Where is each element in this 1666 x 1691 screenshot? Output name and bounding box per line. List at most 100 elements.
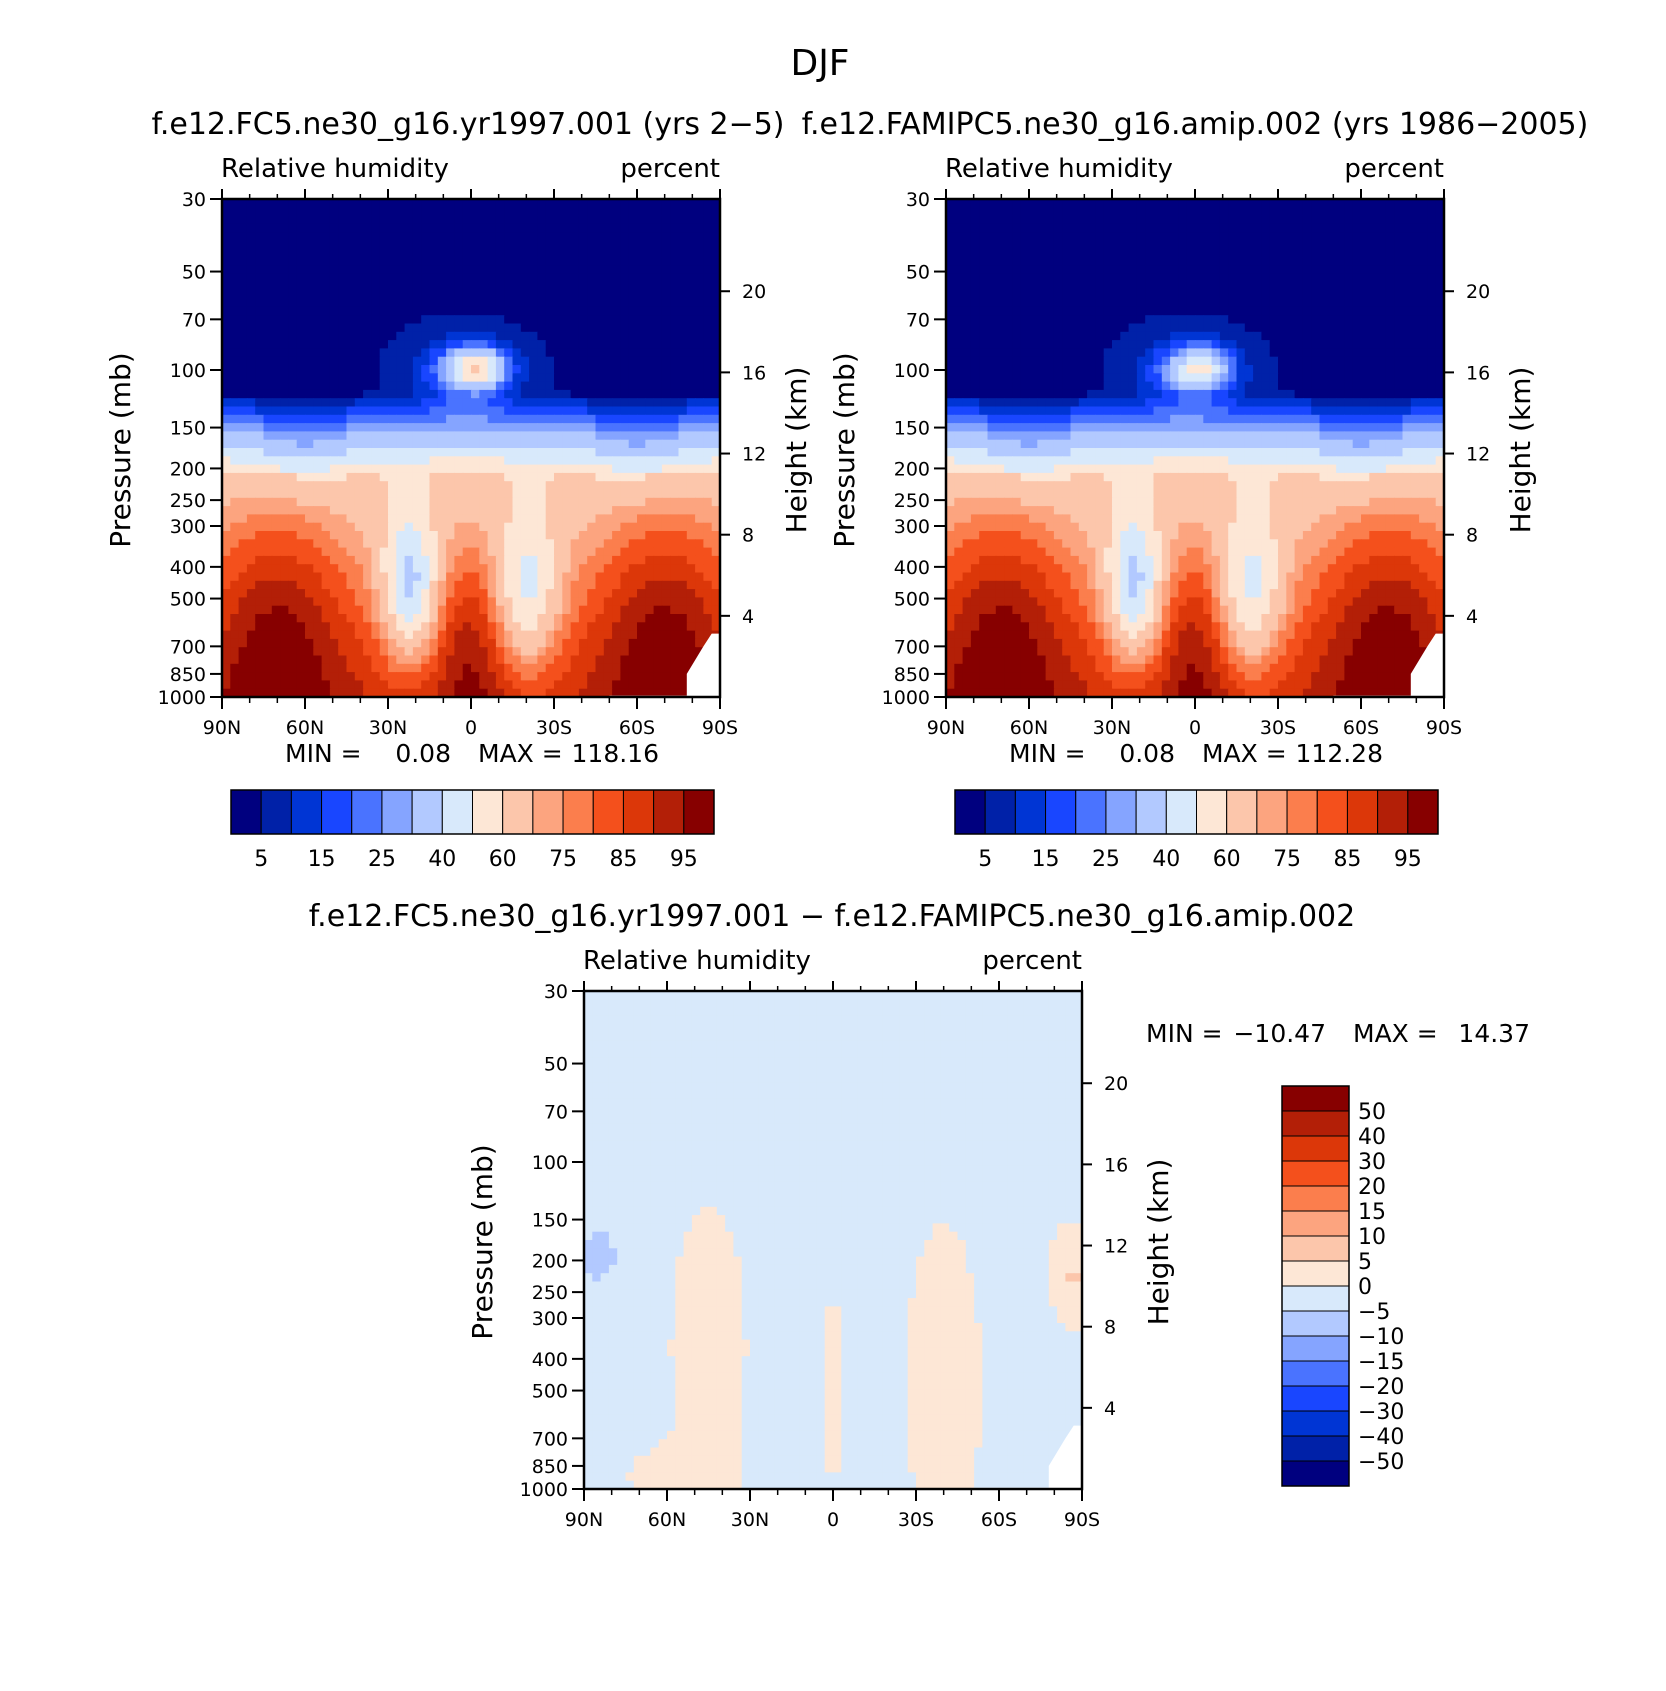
panel1-cell — [578, 298, 588, 308]
panel1-cell — [545, 323, 555, 333]
panel1-cell — [620, 680, 630, 690]
panel1-cell — [404, 638, 414, 648]
panel1-cell — [628, 506, 638, 515]
panel1-cell — [686, 555, 696, 565]
panel-model-famipc5: f.e12.FAMIPC5.ne30_g16.amip.002 (yrs 198… — [802, 107, 1589, 872]
panel1-cell — [288, 622, 298, 632]
panel2-cell — [1427, 282, 1437, 291]
panel1-colorbar-label: 15 — [308, 847, 336, 872]
panel1-cell — [280, 331, 289, 341]
panel2-cell — [1120, 265, 1130, 275]
panel1-cell — [495, 199, 505, 208]
panel1-cell — [379, 522, 389, 532]
panel1-cell — [363, 481, 372, 491]
panel1-cell — [603, 232, 613, 242]
panel1-cell — [711, 456, 721, 466]
panel1-cell — [437, 265, 447, 275]
panel1-cell — [412, 232, 422, 242]
panel1-cell — [603, 680, 613, 690]
panel1-cell — [379, 663, 389, 673]
panel2-cell — [1170, 298, 1179, 308]
panel1-cell — [670, 589, 680, 598]
panel1-cell — [412, 472, 422, 482]
panel2-cell — [1004, 215, 1013, 225]
panel2-cell — [1336, 273, 1345, 283]
panel1-cell — [412, 522, 422, 532]
panel2-cell — [954, 323, 964, 333]
panel2-cell — [1344, 240, 1354, 250]
panel1-cell — [371, 257, 381, 266]
panel2-cell — [1103, 248, 1113, 258]
panel2-cell — [1352, 257, 1362, 266]
panel1-cell — [504, 564, 514, 574]
panel1-cell — [412, 240, 422, 250]
panel1-cell — [246, 340, 256, 349]
panel1-cell — [338, 614, 348, 623]
panel1-cell — [255, 373, 265, 383]
panel2-cell — [1103, 215, 1113, 225]
panel1-cell — [280, 688, 289, 698]
panel1-cell — [471, 481, 480, 491]
panel1-cell — [678, 464, 688, 474]
panel1-cell — [230, 414, 240, 424]
panel1-cell — [437, 564, 447, 574]
panel2-cell — [1112, 232, 1121, 242]
panel1-cell — [222, 414, 231, 424]
panel2-cell — [1261, 348, 1271, 358]
panel2-cell — [1377, 356, 1387, 366]
panel1-cell — [695, 398, 704, 408]
panel1-cell — [628, 373, 638, 383]
panel1-cell — [412, 655, 422, 665]
panel1-cell — [388, 365, 397, 374]
panel2-cell — [1402, 248, 1412, 258]
panel1-cell — [255, 315, 265, 325]
panel1-cell — [628, 464, 638, 474]
panel1-cell — [628, 614, 638, 623]
panel1-cell — [603, 572, 613, 582]
panel1-cell — [296, 331, 306, 341]
panel1-cell — [238, 207, 248, 217]
panel1-cell — [562, 257, 572, 266]
panel1-cell — [637, 406, 646, 416]
panel1-cell — [595, 589, 605, 598]
panel1-cell — [238, 456, 248, 466]
panel2-cell — [1377, 348, 1387, 358]
panel2-cell — [1319, 298, 1329, 308]
panel1-cell — [446, 572, 455, 582]
panel2-cell — [1435, 340, 1445, 349]
panel1-cell — [670, 257, 680, 266]
panel1-cell — [595, 406, 605, 416]
panel2-cell — [962, 331, 972, 341]
panel2-cell — [1369, 248, 1379, 258]
panel1-cell — [661, 580, 671, 590]
panel1-cell — [570, 306, 580, 316]
panel2-cell — [1136, 282, 1146, 291]
panel1-cell — [570, 614, 580, 623]
panel1-cell — [570, 555, 580, 565]
panel1-cell — [329, 680, 339, 690]
panel2-cell — [1070, 331, 1080, 341]
panel1-cell — [288, 331, 298, 341]
panel1-cell — [462, 456, 472, 466]
panel2-cell — [1037, 298, 1047, 308]
panel2-cell — [1103, 273, 1113, 283]
panel1-cell — [379, 290, 389, 300]
panel1-cell — [230, 365, 240, 374]
panel1-cell — [512, 340, 522, 349]
panel1-cell — [421, 232, 431, 242]
panel2-cell — [1336, 340, 1345, 349]
panel1-cell — [620, 614, 630, 623]
panel1-cell — [686, 531, 696, 540]
panel1-cell — [711, 414, 721, 424]
panel1-cell — [504, 323, 514, 333]
panel1-cell — [628, 406, 638, 416]
panel2-cell — [1402, 257, 1412, 266]
panel1-cell — [471, 257, 480, 266]
panel1-cell — [578, 539, 588, 549]
panel2-cell — [1053, 356, 1063, 366]
panel1-cell — [678, 431, 688, 441]
panel2-cell — [1120, 290, 1130, 300]
panel1-cell — [263, 572, 273, 582]
panel1-cell — [246, 506, 256, 515]
panel1-cell — [371, 365, 381, 374]
